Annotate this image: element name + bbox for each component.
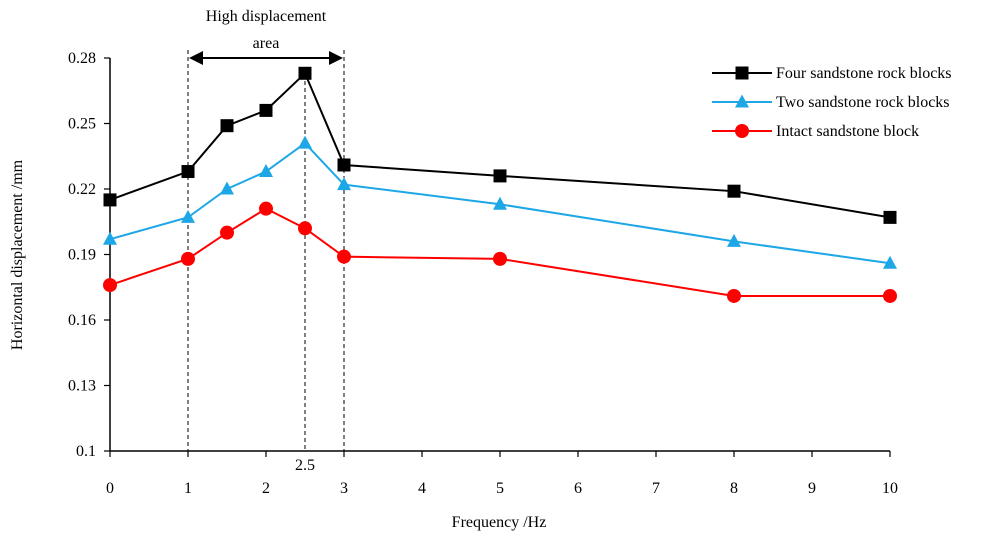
data-point: [220, 181, 234, 195]
y-tick-label: 0.19: [68, 247, 96, 264]
data-point: [103, 193, 117, 207]
legend-label: Two sandstone rock blocks: [776, 94, 950, 111]
x-tick-label: 5: [496, 480, 504, 497]
data-point: [883, 255, 897, 269]
legend-marker: [735, 124, 749, 138]
y-tick-label: 0.13: [68, 378, 96, 395]
data-point: [298, 221, 312, 236]
y-axis-title: Horizontal displacement /mm: [9, 159, 26, 350]
x-ticks: 0 1 2 3 4 5 6 7 8 9 10: [106, 451, 898, 497]
high-displacement-label-line1: High displacement: [206, 8, 327, 25]
legend-label: Intact sandstone block: [776, 123, 919, 140]
data-point: [337, 158, 351, 172]
data-point: [337, 249, 351, 264]
x-tick-label: 6: [574, 480, 582, 497]
x-tick-label: 3: [340, 480, 348, 497]
data-point: [259, 164, 273, 178]
series-1: [103, 66, 897, 224]
data-point: [883, 210, 897, 224]
data-point: [337, 177, 351, 191]
data-point: [493, 196, 507, 210]
annotation-2-5-label: 2.5: [295, 457, 315, 474]
x-axis-title: Frequency /Hz: [452, 514, 547, 531]
x-tick-label: 4: [418, 480, 426, 497]
data-point: [103, 278, 117, 293]
legend-marker: [735, 66, 749, 80]
y-tick-label: 0.25: [68, 116, 96, 133]
legend-label: Four sandstone rock blocks: [776, 65, 952, 82]
data-point: [259, 201, 273, 216]
legend-marker: [735, 94, 749, 108]
legend-item: Intact sandstone block: [712, 123, 919, 140]
data-point: [181, 251, 195, 266]
data-point: [727, 233, 741, 247]
arrow-head-left: [189, 51, 203, 65]
x-tick-label: 7: [652, 480, 660, 497]
series-2: [103, 135, 897, 269]
x-tick-label: 0: [106, 480, 114, 497]
high-displacement-label-line2: area: [253, 35, 280, 52]
data-point: [727, 184, 741, 198]
series-line: [109, 71, 891, 219]
data-point: [181, 165, 195, 179]
x-tick-label: 8: [730, 480, 738, 497]
data-point: [298, 135, 312, 149]
data-point: [103, 231, 117, 245]
data-point: [259, 103, 273, 117]
x-tick-label: 1: [184, 480, 192, 497]
high-displacement-annotation: High displacement area 2.5: [187, 8, 345, 474]
data-point: [883, 288, 897, 303]
y-tick-label: 0.1: [76, 443, 96, 460]
legend: Four sandstone rock blocks Two sandstone …: [712, 65, 952, 140]
y-ticks: 0.1 0.13 0.16 0.19 0.22 0.25 0.28: [68, 50, 110, 460]
series-layer: [103, 66, 897, 303]
y-tick-label: 0.16: [68, 312, 96, 329]
data-point: [298, 66, 312, 80]
data-point: [493, 251, 507, 266]
y-tick-label: 0.28: [68, 50, 96, 67]
x-tick-label: 10: [882, 480, 898, 497]
x-tick-label: 2: [262, 480, 270, 497]
arrow-head-right: [329, 51, 343, 65]
data-point: [220, 225, 234, 240]
data-point: [181, 209, 195, 223]
legend-item: Two sandstone rock blocks: [712, 94, 950, 111]
data-point: [493, 169, 507, 183]
series-3: [103, 201, 897, 303]
y-tick-label: 0.22: [68, 181, 96, 198]
legend-item: Four sandstone rock blocks: [712, 65, 952, 82]
data-point: [727, 288, 741, 303]
data-point: [220, 119, 234, 133]
x-tick-label: 9: [808, 480, 816, 497]
